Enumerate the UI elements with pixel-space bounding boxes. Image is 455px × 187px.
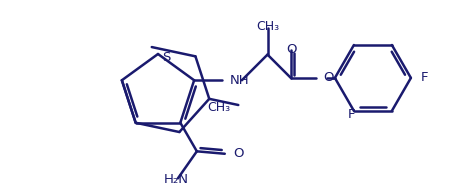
Text: S: S [162, 51, 170, 64]
Text: CH₃: CH₃ [207, 100, 230, 114]
Text: O: O [287, 43, 297, 56]
Text: H₂N: H₂N [163, 173, 188, 186]
Text: O: O [323, 71, 334, 84]
Text: O: O [233, 147, 243, 160]
Text: NH: NH [230, 74, 249, 87]
Text: CH₃: CH₃ [256, 20, 279, 33]
Text: F: F [421, 71, 429, 84]
Text: F: F [348, 108, 356, 121]
